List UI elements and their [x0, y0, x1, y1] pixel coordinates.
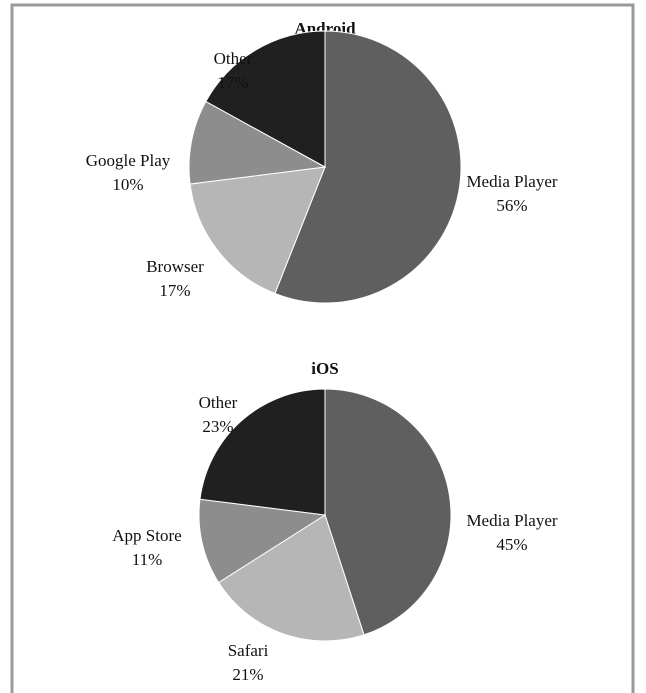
- pie-slice: [324, 388, 452, 636]
- slice-value-label: 17%: [217, 73, 248, 92]
- slice-label: Other: [214, 49, 253, 68]
- slice-label: Safari: [228, 641, 269, 660]
- slice-label: Media Player: [466, 172, 557, 191]
- slice-value-label: 11%: [132, 550, 163, 569]
- slice-value-label: 10%: [112, 175, 143, 194]
- pie-slice: [188, 100, 327, 185]
- pie-slice: [199, 388, 326, 516]
- chart-title: iOS: [311, 359, 338, 378]
- slice-label: Media Player: [466, 511, 557, 530]
- pie-slice: [274, 30, 462, 304]
- slice-label: Google Play: [86, 151, 171, 170]
- frame: [10, 3, 635, 693]
- slice-value-label: 45%: [496, 535, 527, 554]
- slice-label: App Store: [112, 526, 181, 545]
- pie-slice: [205, 30, 326, 168]
- slice-label: Browser: [146, 257, 204, 276]
- slice-label: Other: [199, 393, 238, 412]
- slice-value-label: 56%: [496, 196, 527, 215]
- pie-slice: [189, 166, 326, 295]
- slice-value-label: 23%: [202, 417, 233, 436]
- slice-value-label: 21%: [232, 665, 263, 684]
- pie-slice: [198, 498, 327, 584]
- slice-value-label: 17%: [159, 281, 190, 300]
- pie-slice: [217, 514, 365, 642]
